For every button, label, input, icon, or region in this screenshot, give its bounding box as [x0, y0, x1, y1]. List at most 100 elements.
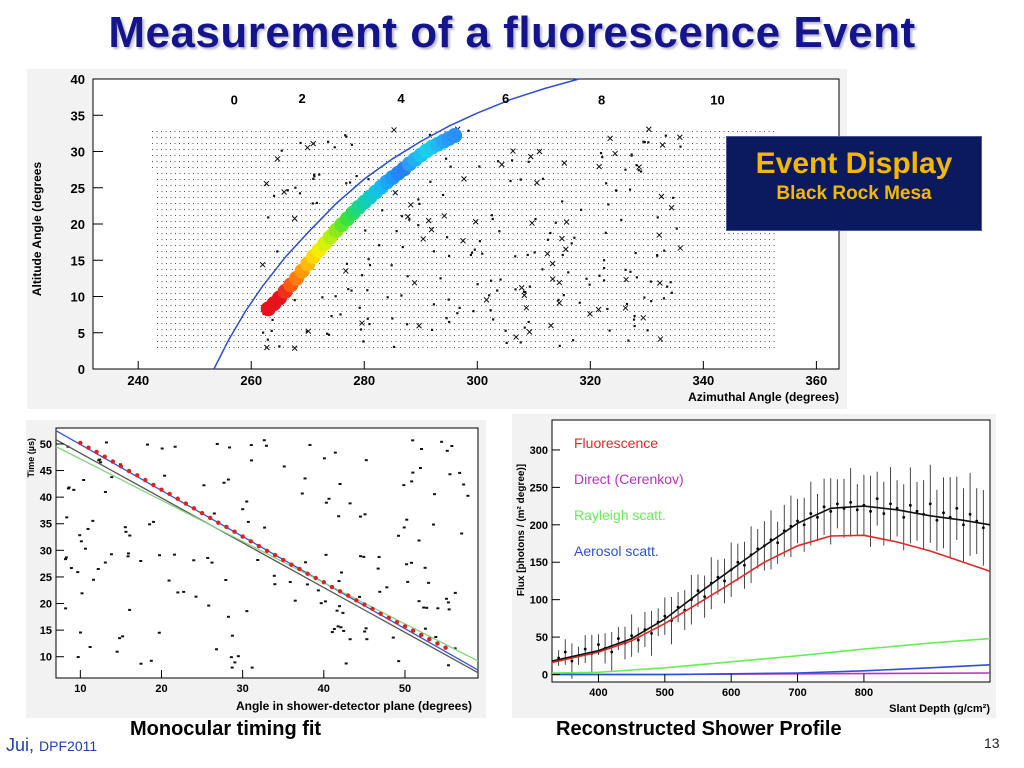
timing-hit [159, 487, 164, 492]
profile-data-point [736, 560, 740, 564]
profile-data-point [776, 541, 780, 545]
profile-data-point [935, 518, 939, 522]
y-tick-label: 0 [78, 362, 85, 377]
x-axis-label: Angle in shower-detector plane (degrees) [236, 699, 472, 713]
timing-hit [232, 529, 237, 534]
y-tick-label: 40 [40, 492, 52, 504]
profile-data-point [955, 506, 959, 510]
profile-data-point [869, 509, 872, 513]
timing-hit [175, 496, 180, 501]
x-tick-label: 40 [318, 683, 330, 695]
profile-data-point [981, 526, 985, 530]
y-tick-label: 20 [40, 599, 52, 611]
event-display-chart: 0 2 4 6 8 10 240 260 280 300 320 340 360 0 5 10 15 20 25 30… [27, 69, 847, 409]
profile-data-point [616, 637, 620, 640]
profile-data-point [915, 509, 919, 513]
timing-hit [272, 552, 278, 558]
timing-hit [207, 515, 213, 521]
timing-fit-line [55, 446, 479, 662]
timing-hit [118, 464, 124, 469]
page-title: Measurement of a fluorescence Event [108, 8, 916, 57]
legend-item: Rayleigh scatt. [574, 507, 666, 523]
timing-fit-panel: 10 20 30 40 50 10 15 20 25 30 35 40 45 50 Angle in sho… [26, 420, 486, 718]
footer-author: Jui, DPF2011 [6, 735, 97, 756]
timing-hit [78, 440, 83, 446]
timing-hit [345, 593, 351, 598]
y-tick-label: 200 [530, 520, 548, 532]
shower-profile-panel: 400 500 600 700 800 0 50 100 150 200 250 300 Slant D… [512, 414, 996, 718]
timing-hit [183, 501, 189, 506]
shower-profile-chart: 400 500 600 700 800 0 50 100 150 200 250 300 Slant D… [512, 414, 996, 718]
y-tick-label: 20 [71, 217, 85, 232]
profile-series-line [551, 637, 991, 674]
y-tick-label: 10 [71, 290, 85, 305]
y-tick-label: 100 [530, 595, 548, 607]
profile-data-point [583, 647, 587, 651]
y-tick-label: 5 [78, 326, 85, 341]
x-tick-label: 700 [788, 687, 806, 699]
x-axis-label: Slant Depth (g/cm²) [889, 703, 990, 715]
profile-data-point [696, 589, 700, 593]
timing-hit [126, 468, 132, 474]
timing-hit [240, 534, 245, 539]
profile-data-point [663, 614, 667, 618]
event-display-badge: Event Display Black Rock Mesa [726, 136, 982, 231]
timing-hit [378, 611, 383, 616]
y-tick-label: 25 [71, 181, 85, 196]
time-label: 8 [598, 92, 605, 107]
timing-fit-chart: 10 20 30 40 50 10 15 20 25 30 35 40 45 50 Angle in sho… [26, 420, 486, 718]
y-tick-label: 300 [530, 445, 548, 457]
timing-hit [264, 548, 270, 554]
timing-hit [362, 602, 367, 607]
x-tick-label: 400 [589, 687, 607, 699]
x-tick-label: 20 [155, 683, 167, 695]
x-tick-label: 320 [579, 373, 601, 388]
timing-hit [313, 575, 318, 581]
legend-item: Direct (Cerenkov) [574, 471, 684, 487]
y-tick-label: 0 [542, 670, 548, 682]
time-label: 0 [231, 92, 238, 107]
time-label: 2 [298, 91, 305, 106]
timing-hit [321, 580, 327, 585]
timing-hit [443, 645, 448, 650]
timing-hit [224, 524, 229, 530]
profile-data-point [908, 503, 912, 507]
profile-data-point [882, 512, 886, 515]
event-box-subtitle: Black Rock Mesa [776, 183, 932, 204]
timing-hit [102, 454, 107, 459]
profile-data-point [703, 595, 707, 599]
x-tick-label: 600 [722, 687, 740, 699]
profile-data-point [597, 643, 600, 646]
profile-data-point [636, 638, 640, 642]
profile-data-point [630, 634, 634, 637]
x-tick-label: 260 [240, 373, 262, 388]
timing-hit [305, 571, 310, 576]
x-tick-label: 800 [855, 687, 873, 699]
y-axis-label: Flux [photons / (m² degree)] [516, 464, 527, 596]
timing-hit [427, 636, 432, 642]
profile-data-point [902, 515, 906, 519]
profile-data-point [822, 505, 826, 509]
profile-series-line [551, 534, 991, 664]
y-tick-label: 35 [71, 108, 85, 123]
y-tick-label: 250 [530, 482, 548, 494]
timing-fit-line [55, 439, 479, 674]
caption-timing-fit: Monocular timing fit [130, 718, 322, 740]
timing-hit [289, 562, 294, 567]
profile-data-point [855, 508, 859, 512]
profile-series-line [551, 505, 991, 662]
page-number: 13 [984, 735, 1000, 751]
timing-hit [134, 473, 140, 478]
y-tick-label: 150 [530, 557, 548, 569]
profile-data-point [889, 502, 892, 506]
timing-hit [94, 449, 99, 455]
event-box-title: Event Display [755, 147, 953, 180]
timing-hit [394, 619, 400, 625]
profile-data-point [563, 650, 567, 654]
timing-hit [435, 641, 440, 646]
y-axis-label: Altitude Angle (degrees [30, 162, 44, 297]
timing-hit [248, 539, 253, 544]
timing-hit [297, 566, 302, 572]
y-tick-label: 10 [40, 652, 52, 664]
timing-hit [418, 632, 424, 638]
